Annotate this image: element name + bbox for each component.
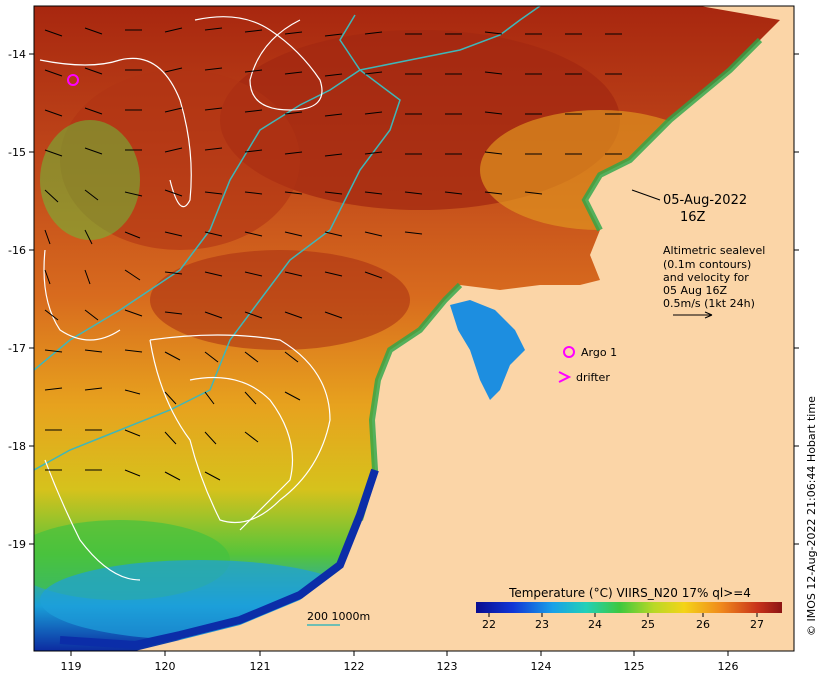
- x-tick-label: 123: [437, 660, 458, 673]
- colorbar-tick-label: 27: [750, 618, 764, 631]
- x-tick-label: 124: [531, 660, 552, 673]
- colorbar-title: Temperature (°C) VIIRS_N20 17% ql>=4: [508, 586, 751, 600]
- colorbar-tick-label: 24: [588, 618, 602, 631]
- x-tick-label: 122: [344, 660, 365, 673]
- description-line: Altimetric sealevel: [663, 244, 765, 257]
- x-ticks: [70, 651, 729, 656]
- x-tick-label: 126: [718, 660, 739, 673]
- isobath-legend-label: 200 1000m: [307, 610, 370, 623]
- argo-legend-icon: [563, 346, 575, 358]
- date-label: 05-Aug-2022: [663, 193, 747, 208]
- colorbar-ticks: [488, 613, 758, 617]
- colorbar-tick-label: 23: [535, 618, 549, 631]
- y-tick-label: -15: [8, 146, 26, 159]
- colorbar: [476, 602, 782, 613]
- y-ticks: [29, 53, 799, 545]
- time-label: 16Z: [680, 210, 706, 225]
- coastal-deep-fringe: [59, 468, 379, 650]
- x-tick-label: 120: [155, 660, 176, 673]
- description-line: and velocity for: [663, 271, 749, 284]
- x-tick-labels: 119 120 121 122 123 124 125 126: [61, 660, 739, 673]
- y-tick-label: -18: [8, 440, 26, 453]
- king-sound: [450, 300, 525, 400]
- x-tick-label: 125: [624, 660, 645, 673]
- colorbar-tick-labels: 22 23 24 25 26 27: [482, 618, 764, 631]
- description-line: 0.5m/s (1kt 24h): [663, 297, 755, 310]
- warm-patch: [150, 250, 410, 350]
- colorbar-tick-label: 22: [482, 618, 496, 631]
- description-line: 05 Aug 16Z: [663, 284, 727, 297]
- coastal-fringe: [357, 37, 763, 521]
- y-tick-labels: -14 -15 -16 -17 -18 -19: [8, 48, 26, 551]
- map-field: [34, 6, 794, 651]
- y-tick-label: -17: [8, 342, 26, 355]
- sealevel-contours: [39, 16, 331, 581]
- y-tick-label: -14: [8, 48, 26, 61]
- velocity-arrows: [44, 27, 623, 481]
- description-line: (0.1m contours): [663, 258, 751, 271]
- velocity-scale-arrow: [673, 311, 713, 319]
- drifter-legend-label: drifter: [576, 371, 610, 384]
- credit-label: © IMOS 12-Aug-2022 21:06:44 Hobart time: [805, 396, 818, 636]
- date-pointer: [631, 189, 661, 201]
- argo-legend-label: Argo 1: [581, 346, 617, 359]
- y-tick-label: -19: [8, 538, 26, 551]
- x-tick-label: 121: [250, 660, 271, 673]
- isobath-200: [34, 6, 541, 371]
- drifter-legend-icon: [558, 371, 572, 383]
- marker-legend: Argo 1 drifter: [558, 346, 617, 384]
- x-tick-label: 119: [61, 660, 82, 673]
- plot-frame: [33, 5, 795, 652]
- colorbar-tick-label: 25: [641, 618, 655, 631]
- y-tick-label: -16: [8, 244, 26, 257]
- description: Altimetric sealevel (0.1m contours) and …: [663, 244, 765, 319]
- argo-float-marker[interactable]: [67, 74, 79, 86]
- cool-patch: [40, 120, 140, 240]
- isobath-1000: [34, 14, 401, 471]
- colorbar-tick-label: 26: [696, 618, 710, 631]
